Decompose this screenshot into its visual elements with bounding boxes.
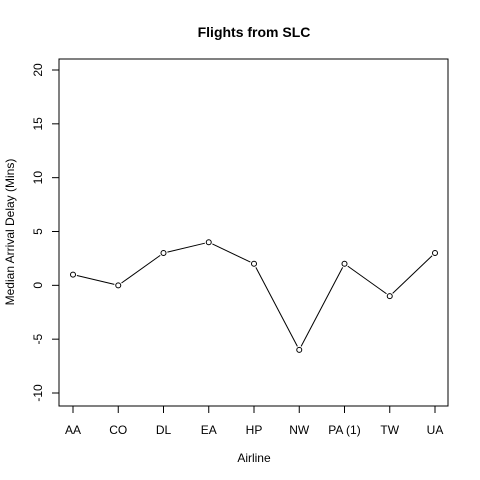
plot-frame: [58, 58, 449, 407]
y-axis: -10 -5 0 5 10 15 20: [31, 63, 59, 402]
y-tick-label: 0: [31, 282, 45, 289]
data-series: [70, 239, 438, 353]
series-segment: [121, 254, 161, 284]
x-axis-label: Airline: [237, 451, 271, 465]
y-tick-label: 5: [31, 228, 45, 235]
series-segment: [212, 243, 251, 263]
series-segment: [347, 265, 387, 295]
x-tick-label: PA (1): [328, 423, 360, 437]
y-tick-label: -5: [31, 334, 45, 345]
data-point: [296, 346, 303, 353]
series-segment: [392, 255, 433, 294]
series-segment: [167, 242, 205, 253]
chart-title: Flights from SLC: [198, 24, 311, 40]
x-tick-label: DL: [156, 423, 172, 437]
y-tick-label: 20: [31, 63, 45, 77]
data-point: [205, 239, 212, 246]
y-tick-label: 15: [31, 117, 45, 131]
x-tick-label: EA: [201, 423, 217, 437]
data-point: [341, 260, 348, 267]
x-tick-label: UA: [427, 423, 444, 437]
x-axis: AA CO DL EA HP NW PA (1) TW UA: [65, 406, 443, 437]
data-point: [70, 271, 76, 278]
data-point: [432, 250, 438, 257]
y-tick-label: -10: [31, 384, 45, 402]
series-segment: [76, 275, 115, 285]
x-tick-label: AA: [65, 423, 81, 437]
y-axis-label: Median Arrival Delay (Mins): [3, 159, 17, 306]
x-tick-label: TW: [380, 423, 399, 437]
x-tick-label: NW: [289, 423, 310, 437]
series-segment: [300, 267, 344, 347]
x-tick-label: CO: [109, 423, 127, 437]
data-point: [115, 282, 122, 289]
data-point: [386, 293, 393, 300]
data-point: [160, 250, 167, 257]
y-tick-label: 10: [31, 171, 45, 185]
series-segment: [255, 267, 298, 347]
data-point: [251, 260, 257, 267]
x-tick-label: HP: [246, 423, 263, 437]
